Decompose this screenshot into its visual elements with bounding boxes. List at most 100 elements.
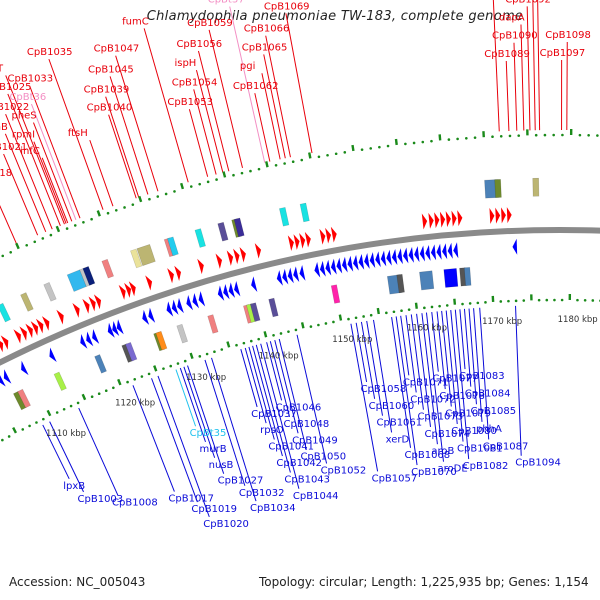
- ruler-tick-dot: [162, 367, 165, 370]
- ruler-tick-dot: [123, 206, 126, 209]
- reverse-cds-arrow: [92, 329, 100, 344]
- label-leader-line: [454, 309, 470, 460]
- gene-label: trmB: [0, 122, 8, 133]
- ruler-tick-major: [55, 225, 61, 233]
- reverse-cds-arrow: [442, 243, 448, 260]
- ruler-tick-dot: [491, 135, 494, 138]
- ruler-tick-dot: [423, 306, 426, 310]
- label-leader-line: [391, 317, 412, 448]
- label-leader-line: [3, 153, 39, 236]
- forward-cds-arrow: [457, 210, 463, 227]
- reverse-cds-arrow: [148, 307, 156, 323]
- label-leader-line: [204, 359, 246, 486]
- label-leader-line: [400, 315, 410, 376]
- gene-label: CpB1033: [8, 73, 54, 84]
- ruler-tick-dot: [1, 254, 5, 258]
- ruler-tick-major: [265, 161, 269, 168]
- reverse-cds-arrow: [299, 265, 306, 281]
- reverse-cds-arrow: [0, 375, 6, 387]
- label-leader-line: [431, 311, 439, 372]
- label-leader-line: [248, 346, 275, 440]
- gene-label: CpB1034: [250, 503, 296, 514]
- reverse-cds-arrow: [453, 242, 459, 259]
- forward-cog-box: [167, 236, 179, 257]
- ruler-tick-dot: [7, 435, 11, 438]
- gene-label: rpmI: [12, 130, 35, 141]
- gene-label: CpB1037: [251, 409, 297, 420]
- reverse-cds-arrow: [234, 280, 241, 297]
- label-leader-line: [410, 314, 424, 410]
- ruler-tick-dot: [332, 320, 335, 324]
- ruler-tick-dot: [507, 299, 510, 303]
- ruler-tick-dot: [104, 389, 108, 393]
- ruler-tick-dot: [553, 298, 556, 302]
- reverse-cds-arrow: [347, 255, 354, 272]
- forward-cds-arrow: [72, 303, 80, 318]
- forward-cds-arrow: [428, 212, 434, 229]
- ruler-tick-dot: [347, 317, 350, 321]
- gene-label: CpB1042: [276, 458, 322, 469]
- forward-cog-box: [136, 243, 156, 267]
- reverse-cog-box: [419, 270, 435, 291]
- forward-cds-arrow: [88, 296, 96, 312]
- label-leader-line: [395, 316, 418, 466]
- ruler-tick-dot: [508, 134, 512, 138]
- gene-label: CpB1078: [439, 391, 485, 402]
- label-leader-line: [513, 42, 518, 131]
- gene-label: CpB1070: [411, 467, 457, 478]
- gene-label: ftsH: [68, 128, 88, 139]
- label-leader-line: [229, 6, 266, 163]
- label-leader-line: [211, 357, 257, 502]
- gene-label: CpB1039: [84, 85, 130, 96]
- reverse-cds-arrow: [369, 252, 376, 269]
- ruler-tick-dot: [334, 152, 338, 156]
- label-leader-line: [441, 310, 452, 407]
- gene-label: dapA: [499, 13, 525, 24]
- label-leader-line: [425, 312, 444, 462]
- gene-label: CpB1008: [112, 498, 158, 509]
- label-leader-line: [252, 345, 283, 457]
- ruler-tick-dot: [369, 313, 373, 317]
- label-leader-line: [254, 93, 271, 162]
- reverse-cog-box: [330, 284, 341, 304]
- ruler-tick-dot: [378, 145, 381, 149]
- ruler-tick-dot: [583, 298, 587, 302]
- label-leader-line: [41, 157, 69, 224]
- forward-cds-arrow: [197, 258, 204, 275]
- reverse-cog-box: [13, 390, 27, 411]
- ruler-tick-dot: [484, 301, 487, 304]
- ruler-ticks: 1110 kbp 1120 kbp 1130 kbp 1140 kbp 1150 kbp…: [1, 129, 600, 442]
- ruler-tick-dot: [65, 227, 69, 230]
- gene-label: CpB1071: [403, 377, 449, 388]
- gene-label: CpB1052: [321, 465, 367, 476]
- label-leader-line: [372, 319, 393, 433]
- forward-cds-arrow: [56, 309, 64, 325]
- reverse-cds-arrow: [364, 253, 370, 269]
- label-leader-line: [260, 343, 300, 489]
- ruler-tick-major: [117, 378, 122, 386]
- gene-label: CpB1045: [88, 64, 134, 75]
- label-leader-line: [445, 310, 458, 425]
- ruler-tick-dot: [164, 192, 168, 196]
- label-leader-line: [78, 407, 119, 496]
- ruler-tick-major: [351, 144, 355, 152]
- genome-backbone: [0, 227, 600, 366]
- reverse-cds-arrow: [386, 249, 392, 266]
- reverse-cds-arrow: [425, 244, 431, 261]
- gene-label: CpB1003: [78, 494, 124, 505]
- reverse-cds-arrow: [353, 254, 359, 271]
- forward-cds-arrow: [325, 227, 332, 244]
- label-leader-line: [492, 0, 500, 132]
- gene-label: CpB1079: [445, 408, 491, 419]
- forward-cog-box: [494, 179, 502, 198]
- gene-label: CpB1043: [284, 474, 330, 485]
- reverse-cog-box: [17, 388, 31, 409]
- gene-label: CpB1058: [361, 384, 407, 395]
- reverse-cds-arrow: [391, 248, 398, 265]
- label-leader-line: [274, 340, 299, 434]
- ruler-tick-dot: [283, 162, 286, 165]
- ruler-tick-major: [338, 314, 343, 321]
- ruler-tick-major: [96, 210, 101, 217]
- ruler-tick-dot: [317, 323, 320, 327]
- ruler-tick-major: [153, 365, 158, 372]
